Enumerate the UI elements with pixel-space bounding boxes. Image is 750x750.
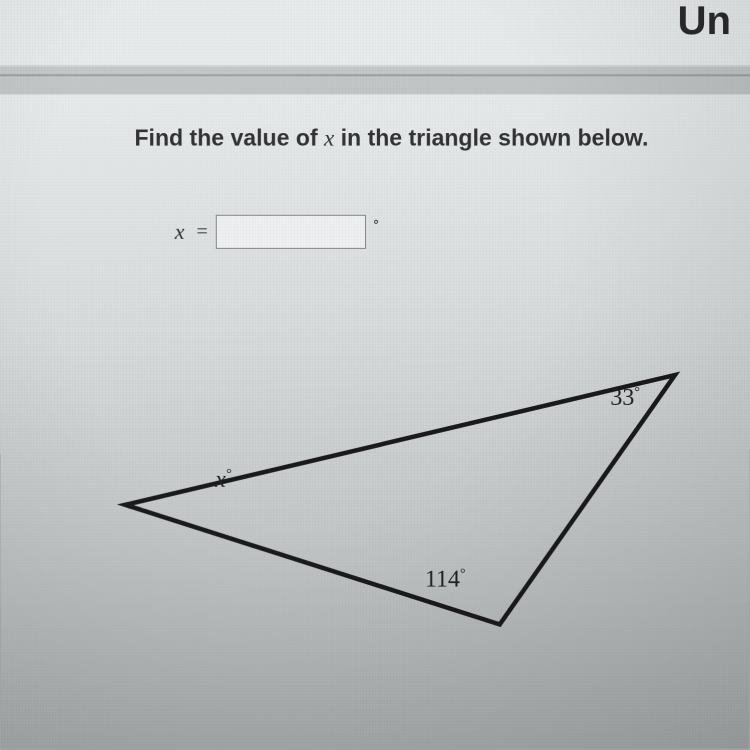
header-partial-title: Un	[678, 0, 732, 44]
degree-symbol: °	[634, 385, 640, 400]
answer-variable: x	[175, 219, 185, 245]
question-prefix: Find the value of	[134, 124, 324, 150]
triangle-polygon	[125, 375, 675, 624]
screen: Un Find the value of x in the triangle s…	[0, 0, 750, 749]
answer-row: x = ∘	[175, 215, 382, 249]
degree-unit: ∘	[372, 214, 380, 230]
angle-33-value: 33	[610, 385, 634, 411]
content-area: Find the value of x in the triangle show…	[0, 94, 750, 748]
question-suffix: in the triangle shown below.	[334, 124, 648, 150]
angle-label-left: x°	[215, 467, 231, 494]
question-variable: x	[324, 125, 334, 150]
angle-label-right: 33°	[610, 385, 640, 412]
angle-114-value: 114	[425, 567, 460, 593]
triangle-figure: 33° 114° x°	[80, 325, 700, 664]
angle-x-value: x	[215, 467, 226, 493]
equals-sign: =	[197, 220, 208, 243]
question-text: Find the value of x in the triangle show…	[134, 124, 648, 151]
degree-symbol: °	[226, 467, 232, 482]
triangle-svg	[80, 325, 700, 664]
header-band: Un	[0, 0, 750, 67]
degree-symbol: °	[460, 567, 466, 582]
angle-label-bottom: 114°	[425, 567, 466, 594]
answer-input[interactable]	[216, 215, 366, 249]
section-divider	[0, 74, 750, 76]
